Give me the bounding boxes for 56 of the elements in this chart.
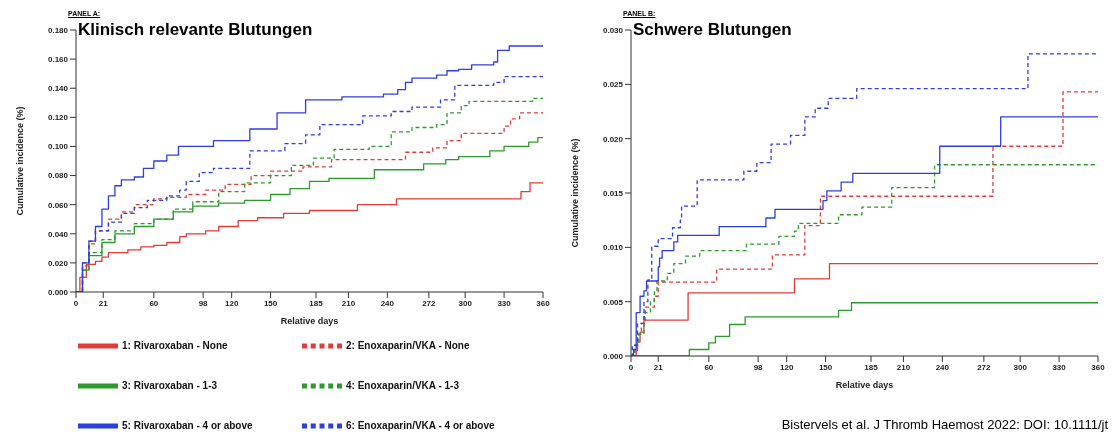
x-tick-label: 240 [380,298,395,308]
y-tick-label: 0.060 [47,200,69,210]
x-tick-label: 98 [753,362,764,372]
text: Bistervels et al. J Thromb Haemost 2022: DOI: 10.1111/jt [781,417,1108,432]
legend-label: 4: Enoxaparin/VKA - 1-3 [346,378,460,393]
x-tick-label: 185 [309,298,324,308]
y-axis-title: Cumulative incidence (%) [15,106,26,216]
y-tick-label: 0.015 [602,188,624,198]
x-axis-title: Relative days [280,316,339,326]
x-tick-label: 185 [864,362,879,372]
x-tick-label: 120 [224,298,239,308]
y-tick-label: 0.080 [47,171,69,181]
y-tick-label: 0.160 [47,54,69,64]
legend-label: 5: Rivaroxaban - 4 or above [122,418,254,433]
chart-title: Klinisch relevante Blutungen [78,20,313,40]
x-tick-label: 150 [263,298,278,308]
y-tick-label: 0.100 [47,142,69,152]
x-axis-title: Relative days [835,380,894,390]
x-tick-label: 360 [1091,362,1106,372]
y-tick-label: 0.005 [602,297,624,307]
y-tick-label: 0.020 [47,258,69,268]
y-tick-label: 0.040 [47,229,69,239]
x-tick-label: 0 [628,362,634,372]
x-tick-label: 21 [653,362,664,372]
x-tick-label: 150 [818,362,833,372]
y-tick-label: 0.030 [602,25,624,35]
x-tick-label: 240 [935,362,950,372]
y-tick-label: 0.120 [47,113,69,123]
x-tick-label: 300 [458,298,473,308]
y-tick-label: 0.000 [47,287,69,297]
legend-label: 3: Rivaroxaban - 1-3 [122,378,219,393]
x-tick-label: 21 [98,298,109,308]
x-tick-label: 300 [1013,362,1028,372]
x-tick-label: 120 [779,362,794,372]
x-tick-label: 0 [73,298,79,308]
y-tick-label: 0.180 [47,25,69,35]
x-tick-label: 210 [896,362,911,372]
chart-title: Schwere Blutungen [633,20,792,40]
legend-label: 1: Rivaroxaban - None [122,338,229,353]
x-tick-label: 60 [704,362,714,372]
legend-label: 6: Enoxaparin/VKA - 4 or above [346,418,496,433]
y-tick-label: 0.020 [602,134,624,144]
y-tick-label: 0.025 [602,80,624,90]
x-tick-label: 330 [1052,362,1067,372]
legend-label: 2: Enoxaparin/VKA - None [346,338,471,353]
x-tick-label: 60 [149,298,159,308]
x-tick-label: 210 [341,298,356,308]
x-tick-label: 98 [198,298,209,308]
y-tick-label: 0.140 [47,84,69,94]
x-tick-label: 272 [422,298,437,308]
x-tick-label: 330 [497,298,512,308]
y-tick-label: 0.010 [602,243,624,253]
y-axis-title: Cumulative incidence (%) [570,138,581,248]
x-tick-label: 272 [977,362,992,372]
x-tick-label: 360 [536,298,551,308]
y-tick-label: 0.000 [602,351,624,361]
